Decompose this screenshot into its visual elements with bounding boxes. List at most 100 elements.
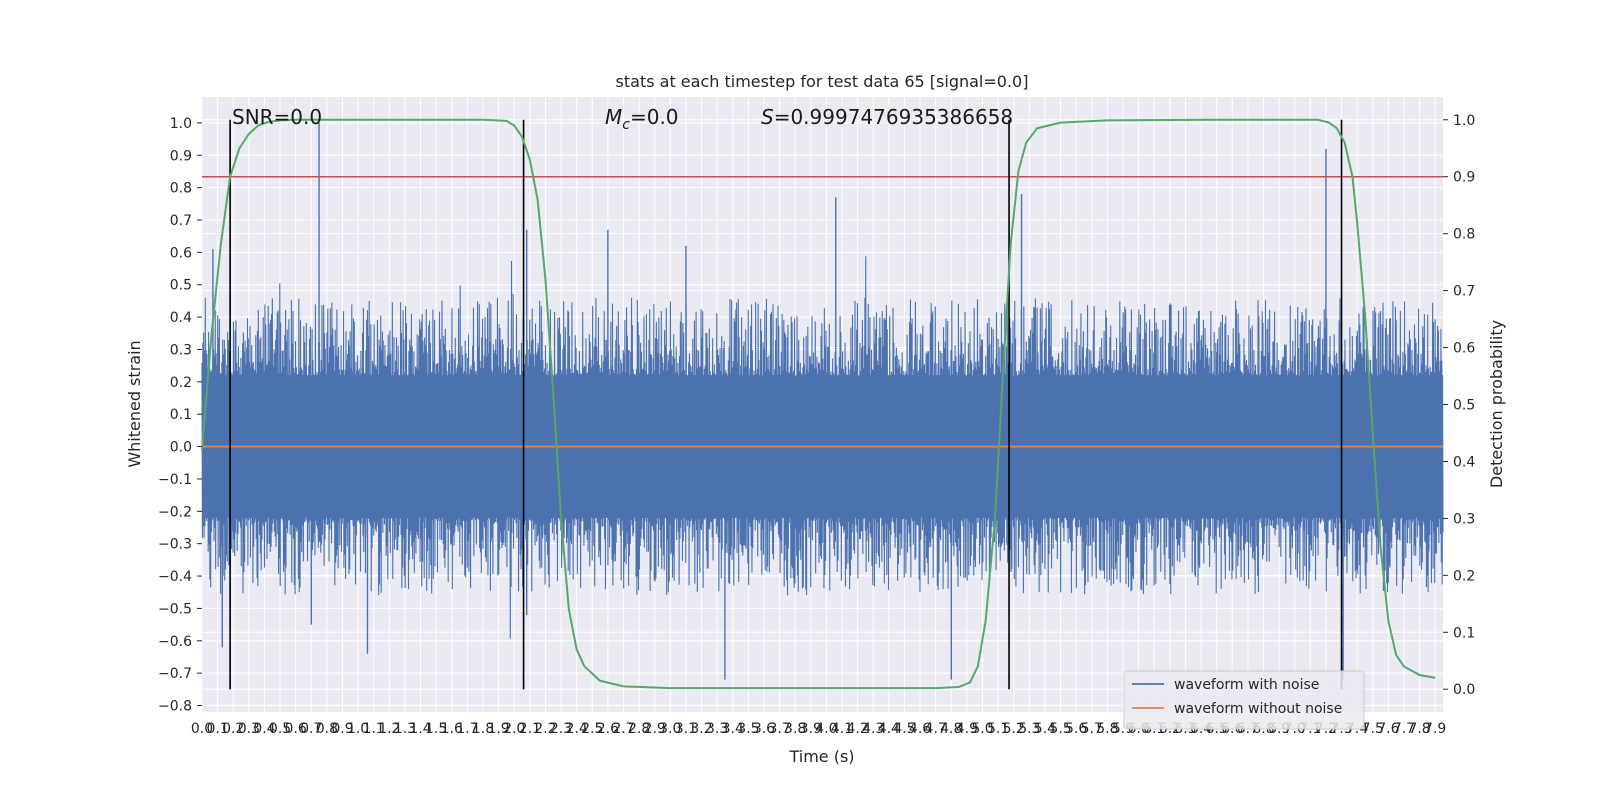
x-tick-label: 7.7	[1393, 721, 1415, 737]
y-tick-label: 0.9	[170, 148, 192, 164]
x-tick-label: 0.2	[222, 721, 244, 737]
y2-tick-label: 0.2	[1453, 568, 1475, 584]
x-tick-label: 1.2	[378, 721, 400, 737]
x-tick-label: 1.4	[409, 721, 431, 737]
x-tick-label: 5.6	[1065, 721, 1087, 737]
x-tick-label: 4.6	[909, 721, 931, 737]
x-tick-label: 4.5	[893, 721, 915, 737]
y-tick-label: −0.2	[158, 504, 192, 520]
y-tick-label: 0.4	[170, 310, 192, 326]
y-tick-label: −0.3	[158, 537, 192, 553]
noise-trace	[201, 256, 1444, 639]
y-axis-label: Whitened strain	[125, 340, 144, 467]
x-tick-label: 1.6	[441, 721, 463, 737]
y-tick-label: 0.3	[170, 342, 192, 358]
x-tick-label: 0.7	[300, 721, 322, 737]
probability-trace	[201, 118, 1436, 690]
legend-label-flat: waveform without noise	[1174, 701, 1342, 717]
x-tick-label: 3.8	[784, 721, 806, 737]
y2-tick-label: 0.7	[1453, 284, 1475, 300]
x-tick-label: 3.2	[690, 721, 712, 737]
x-tick-label: 5.2	[1003, 721, 1025, 737]
x-tick-label: 4.3	[862, 721, 884, 737]
y2-tick-label: 1.0	[1453, 113, 1475, 129]
series-detection-probability	[201, 118, 1436, 690]
x-tick-label: 0.1	[206, 721, 228, 737]
y2-tick-label: 0.4	[1453, 454, 1475, 470]
y2-tick-label: 0.9	[1453, 170, 1475, 186]
x-tick-label: 1.3	[394, 721, 416, 737]
x-tick-label: 3.9	[800, 721, 822, 737]
x-tick-label: 2.7	[612, 721, 634, 737]
x-tick-label: 3.4	[722, 721, 744, 737]
x-tick-label: 4.7	[925, 721, 947, 737]
x-tick-label: 3.0	[659, 721, 681, 737]
x-tick-label: 1.7	[456, 721, 478, 737]
y-tick-labels: −0.8 −0.7 −0.6 −0.5 −0.4 −0.3 −0.2 −0.1 0.0 0.1 0.…	[158, 116, 202, 715]
legend: waveform with noise waveform without noi…	[1123, 670, 1365, 730]
x-tick-label: 4.2	[846, 721, 868, 737]
y-tick-label: −0.8	[158, 699, 192, 715]
x-tick-label: 4.4	[878, 721, 900, 737]
x-tick-label: 2.5	[581, 721, 603, 737]
x-tick-label: 2.8	[628, 721, 650, 737]
x-tick-label: 0.9	[331, 721, 353, 737]
y2-tick-labels: 0.0 0.1 0.2 0.3 0.4 0.5 0.6 0.7 0.8 0.9 1.0	[1443, 113, 1475, 698]
x-tick-label: 2.1	[519, 721, 541, 737]
x-tick-label: 4.1	[831, 721, 853, 737]
x-tick-label: 3.3	[706, 721, 728, 737]
x-tick-label: 2.4	[566, 721, 588, 737]
legend-box	[1123, 670, 1365, 730]
x-tick-label: 2.3	[550, 721, 572, 737]
x-tick-label: 2.2	[534, 721, 556, 737]
y-tick-label: 1.0	[170, 116, 192, 132]
x-tick-label: 2.0	[503, 721, 525, 737]
y-tick-label: 0.7	[170, 213, 192, 229]
x-tick-label: 7.6	[1377, 721, 1399, 737]
x-tick-label: 4.9	[956, 721, 978, 737]
x-tick-label: 5.0	[971, 721, 993, 737]
y-tick-label: 0.8	[170, 181, 192, 197]
y-tick-label: −0.7	[158, 666, 192, 682]
y-tick-label: −0.4	[158, 569, 192, 585]
x-tick-label: 1.8	[472, 721, 494, 737]
y-tick-label: 0.6	[170, 245, 192, 261]
x-axis-label: Time (s)	[788, 747, 854, 766]
y-tick-label: 0.0	[170, 440, 192, 456]
y-tick-label: −0.1	[158, 472, 192, 488]
s-annotation: S=0.9997476935386658	[761, 105, 1013, 129]
x-tick-label: 0.3	[238, 721, 260, 737]
y2-tick-label: 0.1	[1453, 625, 1475, 641]
x-tick-label: 1.5	[425, 721, 447, 737]
y-tick-label: −0.6	[158, 634, 192, 650]
x-tick-label: 2.9	[644, 721, 666, 737]
x-tick-label: 5.7	[1081, 721, 1103, 737]
y2-tick-label: 0.5	[1453, 398, 1475, 414]
x-tick-label: 5.8	[1096, 721, 1118, 737]
x-tick-label: 4.8	[940, 721, 962, 737]
x-tick-label: 3.6	[753, 721, 775, 737]
legend-label-noise: waveform with noise	[1174, 677, 1319, 693]
x-tick-label: 0.6	[285, 721, 307, 737]
x-tick-label: 5.4	[1034, 721, 1056, 737]
y-tick-label: 0.5	[170, 278, 192, 294]
snr-annotation: SNR=0.0	[232, 105, 322, 129]
y-tick-label: 0.1	[170, 407, 192, 423]
mc-annotation: Mc=0.0	[605, 105, 679, 133]
y2-tick-label: 0.3	[1453, 511, 1475, 527]
x-tick-label: 7.5	[1362, 721, 1384, 737]
x-tick-label: 1.1	[363, 721, 385, 737]
chart-title: stats at each timestep for test data 65 …	[616, 72, 1029, 91]
y2-tick-label: 0.0	[1453, 682, 1475, 698]
y-tick-label: −0.5	[158, 601, 192, 617]
y-tick-label: 0.2	[170, 375, 192, 391]
y2-tick-label: 0.6	[1453, 341, 1475, 357]
vertical-markers	[229, 119, 1343, 690]
x-tick-label: 5.3	[1018, 721, 1040, 737]
x-tick-label: 1.0	[347, 721, 369, 737]
x-tick-label: 0.8	[316, 721, 338, 737]
x-tick-label: 0.0	[191, 721, 213, 737]
x-tick-label: 7.8	[1408, 721, 1430, 737]
x-tick-label: 1.9	[487, 721, 509, 737]
x-tick-label: 2.6	[597, 721, 619, 737]
